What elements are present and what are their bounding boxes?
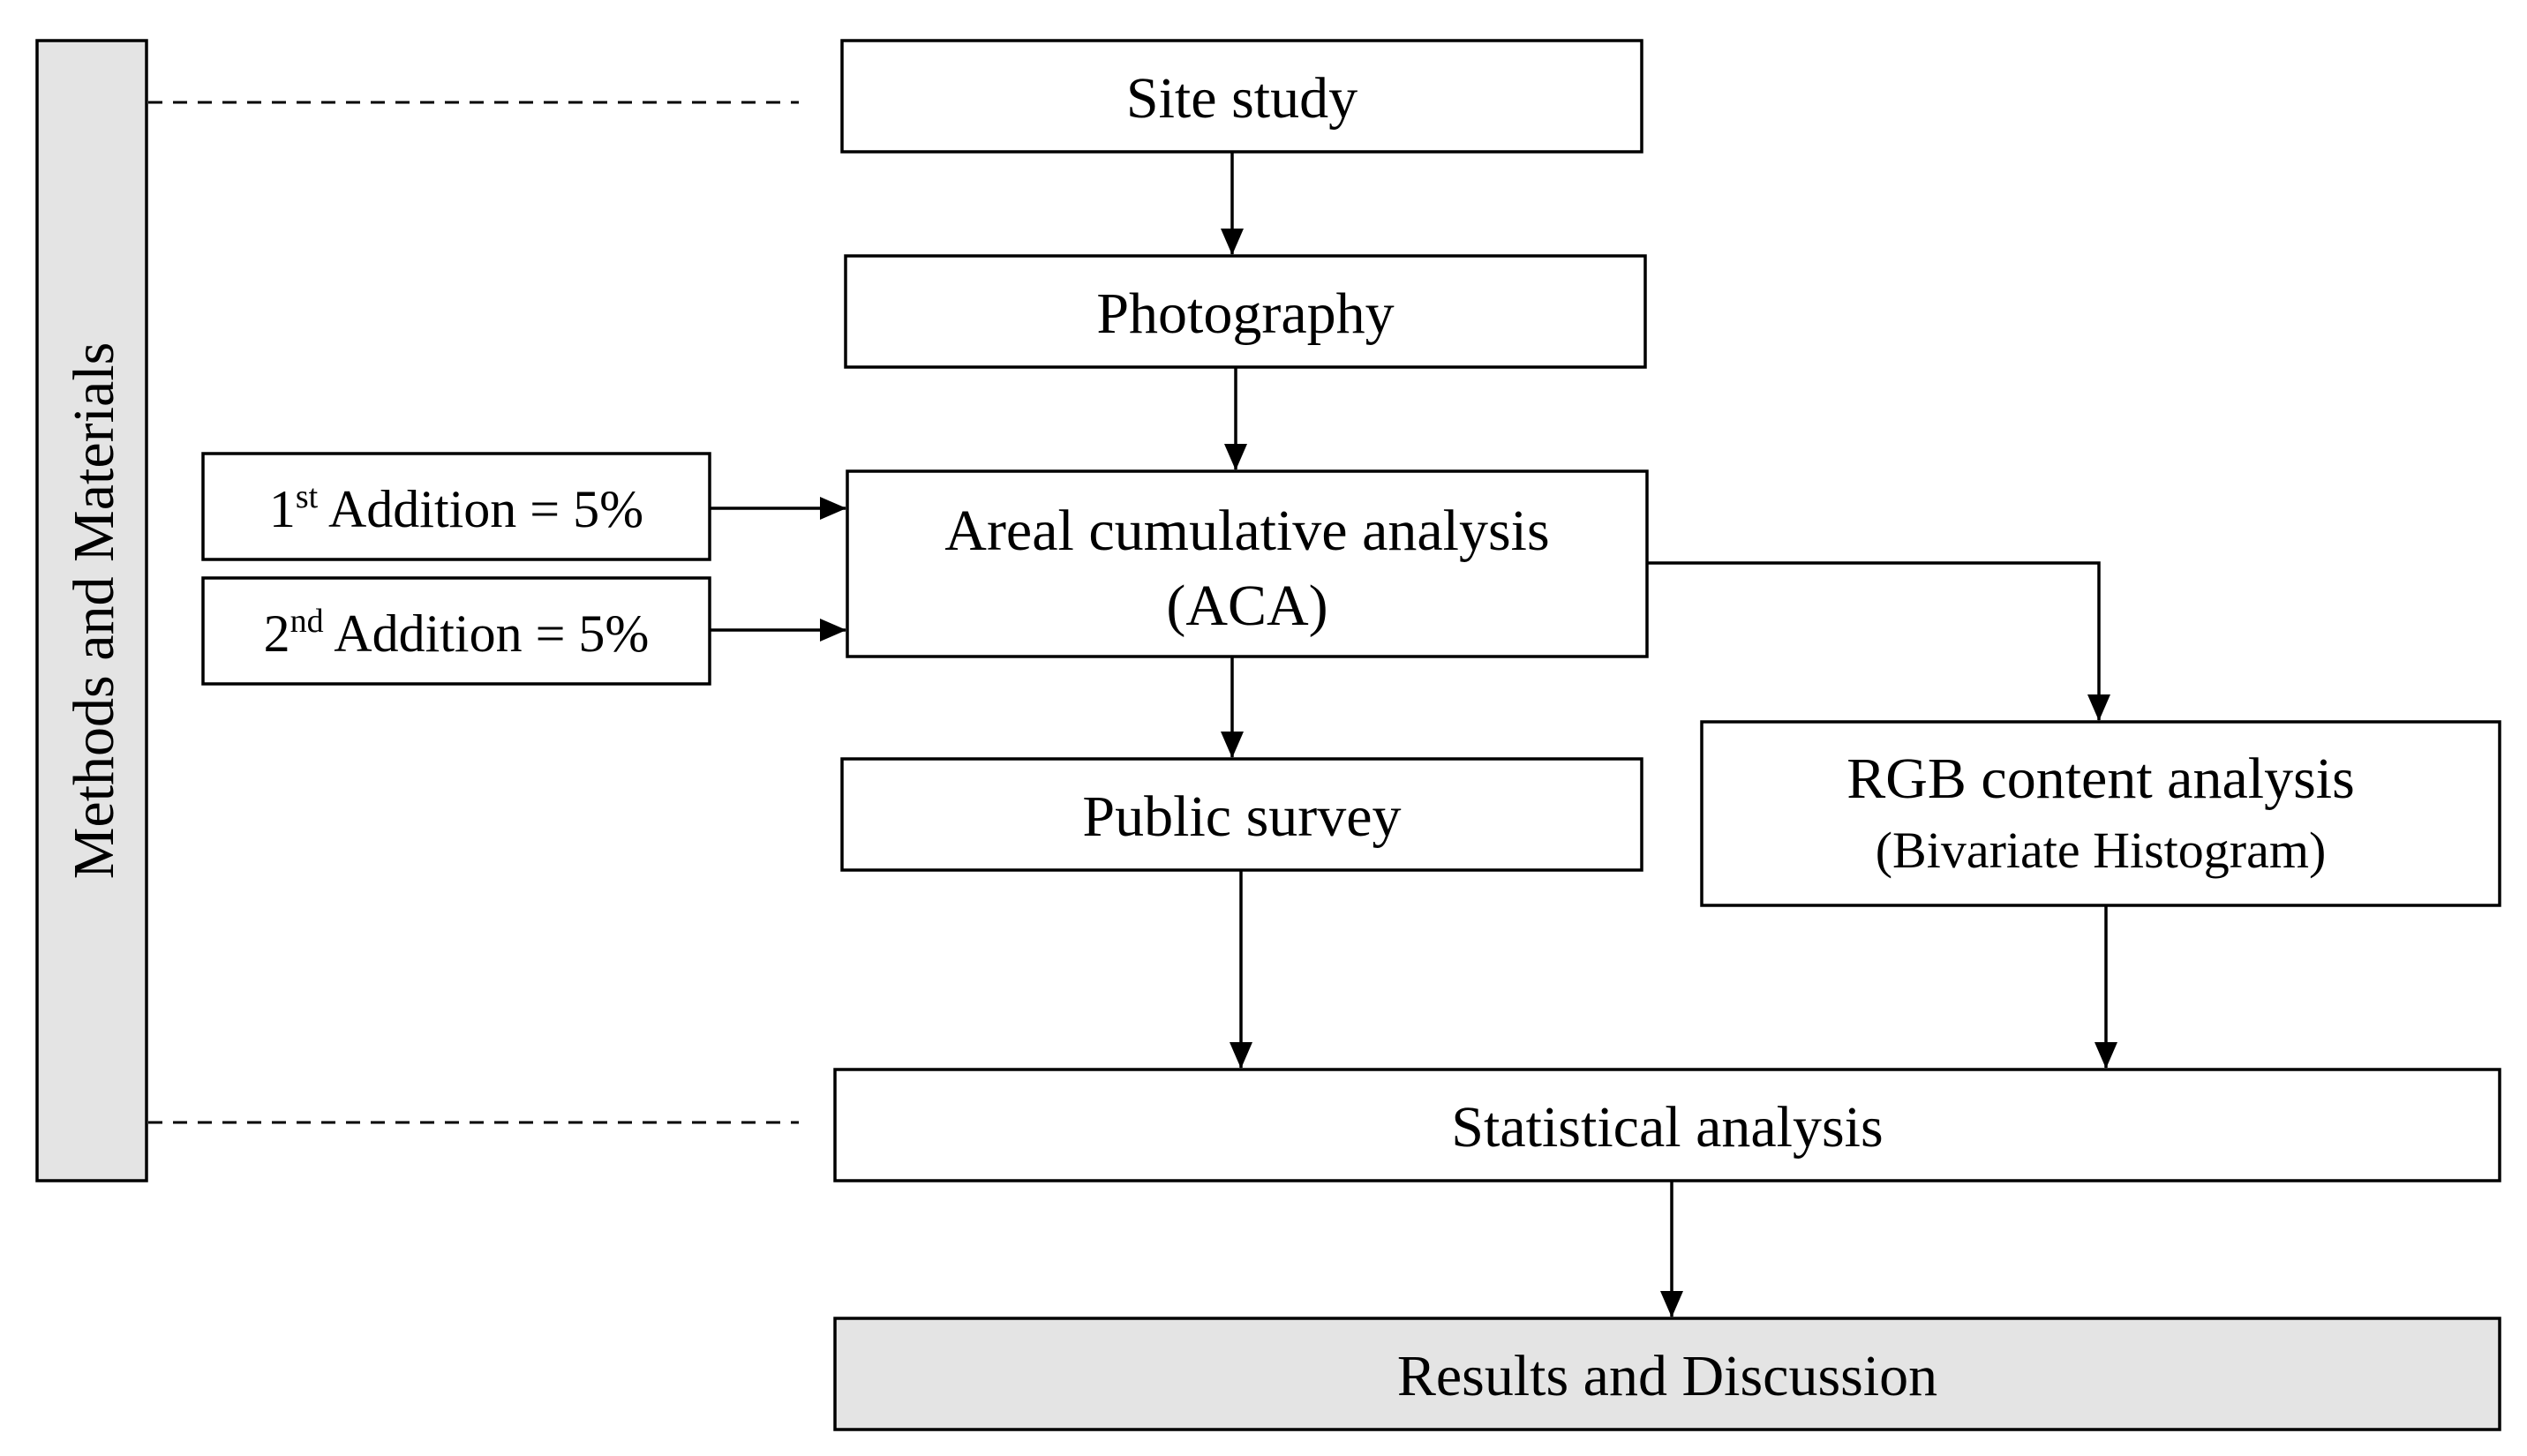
photography-node: Photography [844, 254, 1647, 369]
photography-label: Photography [1096, 281, 1394, 346]
aca-label-line2: (ACA) [1166, 574, 1327, 638]
aca-label-line1: Areal cumulative analysis [944, 499, 1549, 563]
sidebar-label: Methods and Materials [62, 342, 126, 880]
first-addition-node: 1st Addition = 5% [201, 452, 711, 561]
arrow-aca-to-rgb [1647, 561, 2110, 721]
results-node: Results and Discussion [833, 1317, 2501, 1431]
second-addition-label: 2nd Addition = 5% [264, 603, 650, 663]
first-addition-label: 1st Addition = 5% [269, 478, 643, 538]
site-study-node: Site study [840, 39, 1643, 154]
statistical-analysis-node: Statistical analysis [833, 1068, 2501, 1182]
public-survey-node: Public survey [840, 757, 1643, 872]
rgb-analysis-node: RGB content analysis (Bivariate Histogra… [1700, 720, 2501, 907]
rgb-label-line1: RGB content analysis [1846, 747, 2355, 811]
aca-node: Areal cumulative analysis (ACA) [846, 469, 1649, 658]
public-survey-label: Public survey [1082, 784, 1401, 849]
statistical-analysis-label: Statistical analysis [1451, 1095, 1883, 1160]
results-label: Results and Discussion [1397, 1344, 1937, 1408]
second-addition-node: 2nd Addition = 5% [201, 576, 711, 686]
connectors [710, 152, 2117, 1317]
rgb-label-line2: (Bivariate Histogram) [1876, 822, 2327, 879]
methods-materials-sidebar: Methods and Materials [35, 39, 148, 1182]
site-study-label: Site study [1126, 66, 1358, 131]
